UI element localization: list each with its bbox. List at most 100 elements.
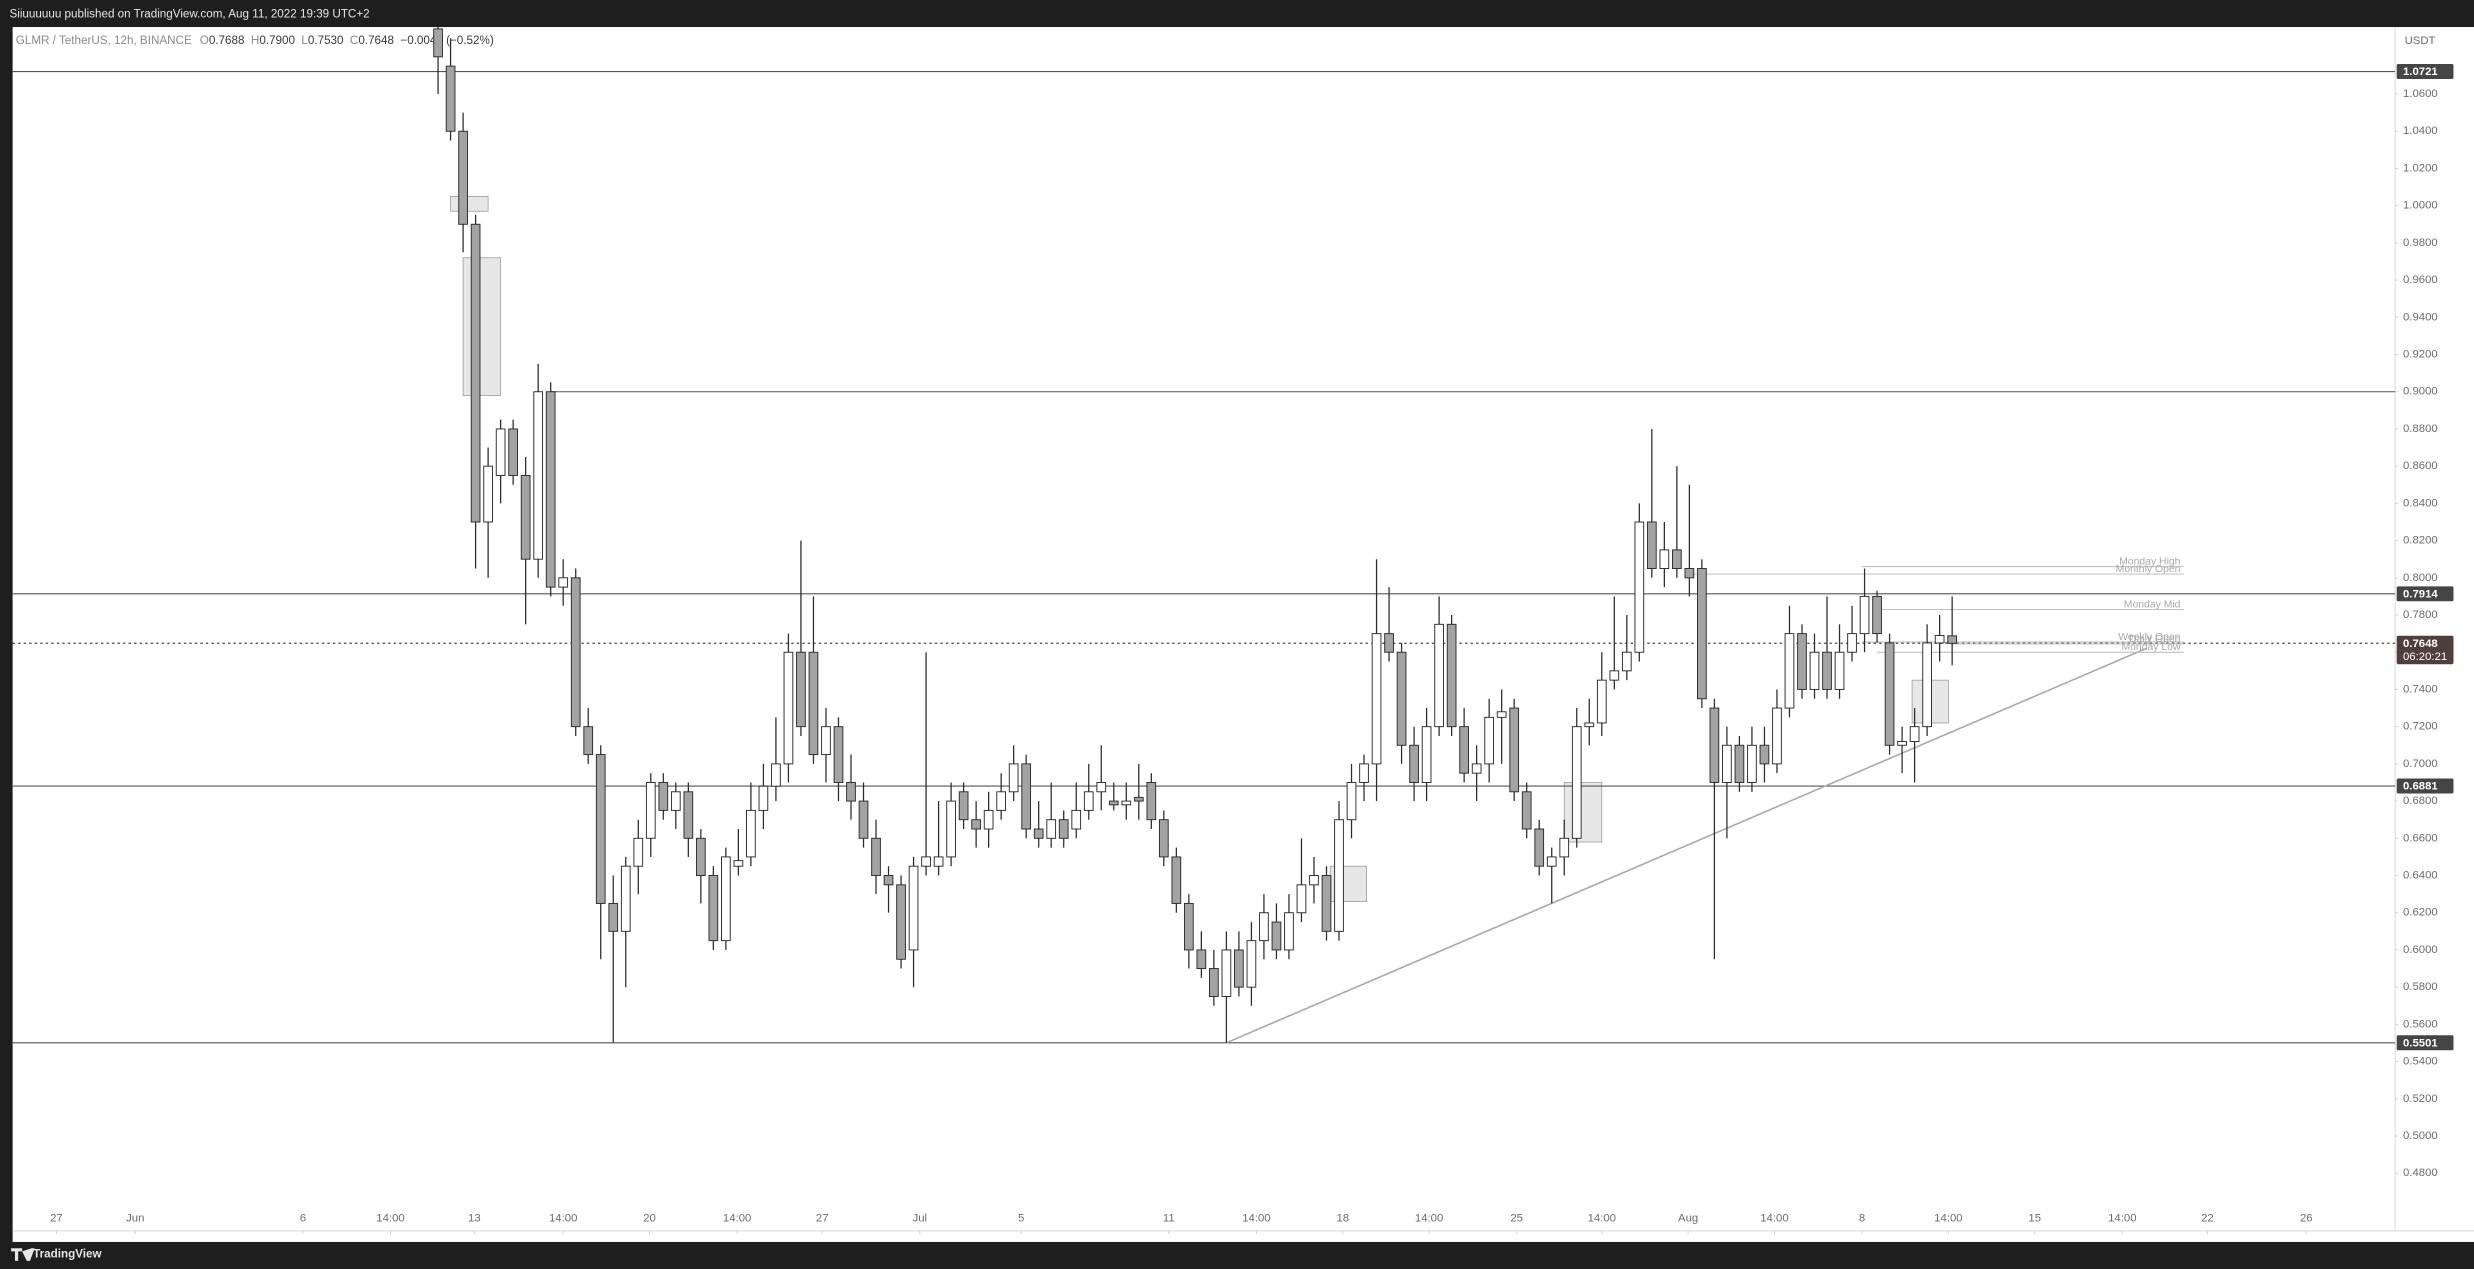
y-tick-label: 0.9200 [2403,349,2438,361]
candle-body [1872,595,1882,635]
candle-body [996,791,1007,811]
y-tick-label: 1.0200 [2403,162,2438,174]
candle-body [658,782,669,811]
candle-body [1534,828,1545,867]
y-tick-label: 1.0000 [2403,200,2438,212]
y-tick-label: 0.8000 [2403,572,2438,584]
x-tick-label: 25 [1510,1212,1523,1224]
candle-body [558,577,569,588]
candle-body [458,130,468,225]
y-tick-label: 0.5800 [2403,981,2438,993]
candle-body [1234,949,1244,988]
candle-body [1271,921,1282,951]
candle-body [1371,633,1382,765]
y-tick-label: 1.0400 [2403,125,2438,137]
x-tick-label: 27 [816,1212,829,1224]
candle-body [1384,633,1394,653]
x-tick-label: 14:00 [1415,1212,1443,1224]
candle-body [1008,763,1019,793]
candle-body [470,223,481,523]
candle-body [1434,623,1444,728]
x-tick-label: 14:00 [1242,1212,1270,1224]
candle-body [783,651,794,765]
legend-change: −0.0040 (−0.52%) [400,34,493,47]
y-tick-label: 0.8600 [2403,460,2438,472]
candle-body [1734,744,1745,783]
x-tick-label: 13 [468,1212,481,1224]
y-tick-label: 1.0600 [2403,88,2438,100]
candle-body [1884,642,1895,746]
annotation-label: Weekly Open [2118,632,2180,643]
y-tick-label: 0.4800 [2403,1167,2438,1179]
y-tick-label: 0.7800 [2403,609,2438,621]
y-tick-label: 0.9400 [2403,311,2438,323]
candle-body [1346,782,1357,821]
candle-body [645,782,656,839]
candle-body [483,465,493,523]
candle-body [1021,763,1032,830]
x-tick-label: 14:00 [549,1212,577,1224]
price-label-box [2396,635,2454,665]
x-tick-label: 14:00 [723,1212,751,1224]
candle-body [595,754,606,904]
candle-body [495,428,506,476]
candle-body [1071,809,1082,830]
y-tick-label: 0.8200 [2403,535,2438,547]
candle-body [1471,763,1482,774]
x-tick-label: 11 [1163,1212,1175,1224]
candle-body [921,856,931,867]
legend-key: H [251,34,259,47]
candle-body [758,785,769,811]
legend-key: O [200,34,209,47]
y-tick-label: 0.6400 [2403,870,2438,882]
candle-body [1947,635,1958,644]
candle-body [1659,549,1670,569]
candle-body [1296,884,1307,914]
x-tick-label: 6 [300,1212,306,1224]
candle-body [971,819,981,830]
candle-body [1421,726,1432,783]
x-tick-label: Jul [913,1212,928,1224]
y-tick-label: 0.8800 [2403,423,2438,435]
y-tick-label: 0.9800 [2403,237,2438,249]
y-tick-label: 0.6600 [2403,832,2438,844]
candle-body [733,860,744,867]
annotation-label: Monthly Open [2116,564,2181,575]
candle-body [1396,651,1407,746]
y-tick-label: 0.6800 [2403,795,2438,807]
y-tick-label: 0.7400 [2403,683,2438,695]
candle-body [1697,568,1707,700]
candle-body [1334,819,1344,932]
candle-body [1634,521,1645,653]
candle-body [1484,716,1495,765]
candle-body [1096,782,1107,793]
candle-body [1584,722,1595,728]
candle-body [1559,837,1570,858]
candle-body [1834,651,1845,690]
legend-value: 0.7900 [259,34,295,47]
zone-box [450,195,489,212]
candle-body [1108,800,1119,806]
x-tick-label: 15 [2028,1212,2041,1224]
candle-body [1171,856,1182,904]
candle-body [796,651,806,728]
candle-body [545,391,556,588]
zone-box [462,257,502,396]
x-tick-label: 22 [2201,1212,2214,1224]
candle-body [833,726,844,783]
price-label-box [2396,586,2454,602]
trendline [1226,647,2147,1044]
candle-body [1784,633,1795,709]
x-tick-label: 14:00 [2108,1212,2136,1224]
legend-value: 0.7530 [308,34,344,47]
candle-body [1321,875,1332,932]
price-label: 0.7648 [2403,638,2438,650]
candle-body [958,791,969,821]
candle-body [1934,635,1945,644]
candle-body [1759,744,1770,765]
y-tick-label: 0.5600 [2403,1018,2438,1030]
header-title: Siiuuuuuu published on TradingView.com, … [9,8,369,21]
legend-symbol: GLMR / TetherUS, 12h, BINANCE [16,34,192,47]
